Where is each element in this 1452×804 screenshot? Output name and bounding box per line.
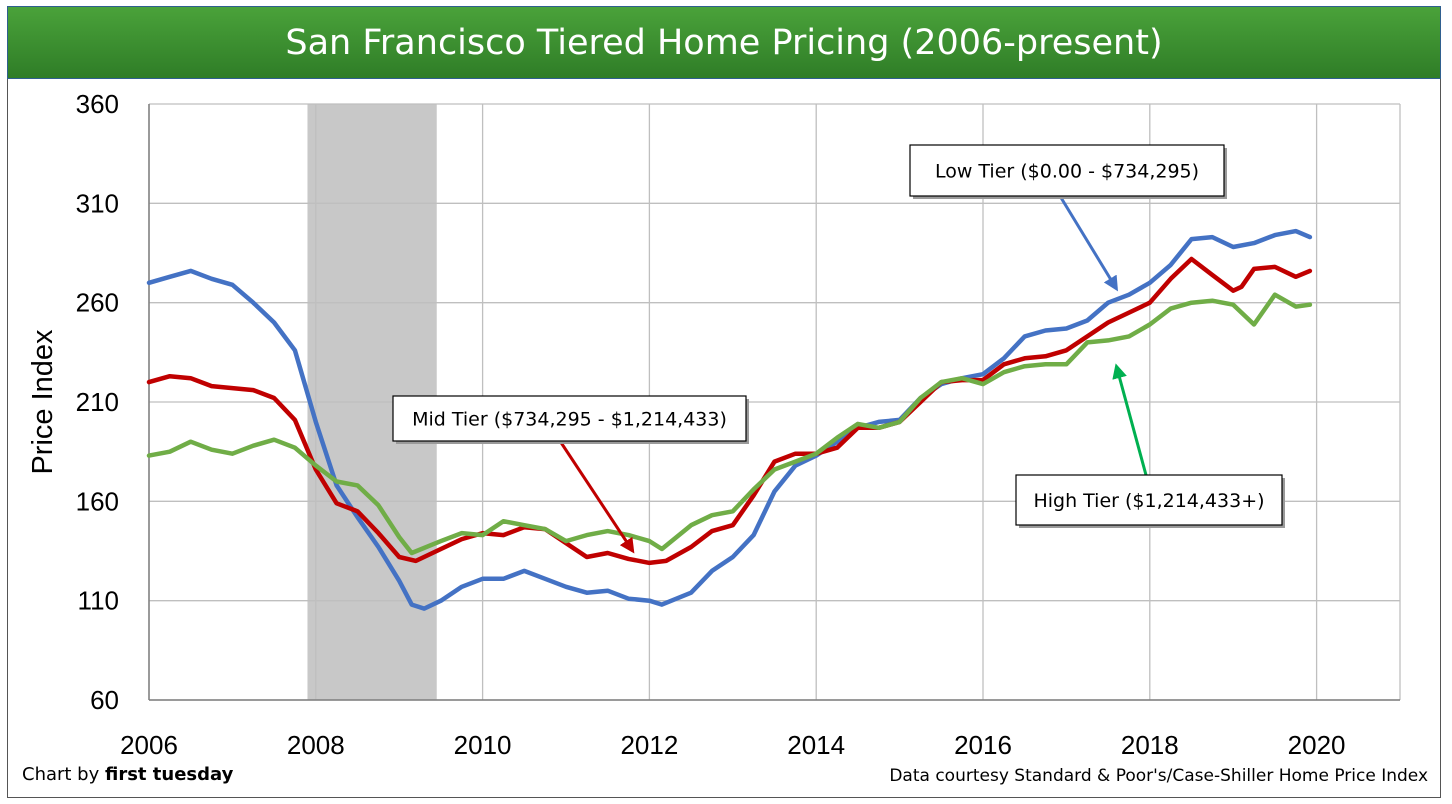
- x-tick-label: 2018: [1121, 730, 1179, 760]
- callout-arrow-mid-tier: [558, 440, 635, 554]
- callout-box-high-tier: [1015, 474, 1283, 526]
- y-tick-label: 260: [76, 288, 119, 318]
- y-tick-label: 110: [78, 586, 119, 616]
- series-line-high-tier: [146, 292, 1313, 556]
- x-tick-label: 2006: [120, 730, 178, 760]
- callout-label-low-tier: Low Tier ($0.00 - $734,295): [935, 161, 1199, 183]
- credit-prefix: Chart by: [22, 764, 105, 785]
- x-tick-label: 2014: [787, 730, 845, 760]
- x-tick-label: 2008: [287, 730, 345, 760]
- series-line-low-tier: [146, 228, 1313, 611]
- callout-box-mid-tier: [392, 395, 747, 442]
- callout-box-low-tier: [909, 144, 1225, 197]
- y-tick-label: 360: [76, 89, 119, 119]
- y-axis-title: Price Index: [27, 329, 59, 475]
- x-tick-label: 2020: [1288, 730, 1346, 760]
- data-source: Data courtesy Standard & Poor's/Case-Shi…: [889, 766, 1428, 786]
- callout-label-high-tier: High Tier ($1,214,433+): [1033, 490, 1264, 512]
- title-banner: San Francisco Tiered Home Pricing (2006-…: [7, 6, 1441, 79]
- chart-title: San Francisco Tiered Home Pricing (2006-…: [285, 22, 1163, 63]
- callout-arrow-high-tier: [1112, 363, 1148, 476]
- chart-credit: Chart by first tuesday: [22, 764, 233, 785]
- x-tick-label: 2010: [454, 730, 512, 760]
- x-tick-label: 2012: [620, 730, 678, 760]
- y-tick-label: 60: [90, 685, 119, 715]
- callout-arrow-low-tier: [1058, 195, 1118, 292]
- series-line-mid-tier: [146, 256, 1313, 566]
- y-tick-label: 160: [76, 486, 119, 516]
- credit-name: first tuesday: [105, 764, 234, 785]
- y-tick-label: 310: [76, 188, 119, 218]
- callout-label-mid-tier: Mid Tier ($734,295 - $1,214,433): [412, 409, 727, 431]
- x-tick-label: 2016: [954, 730, 1012, 760]
- y-tick-label: 210: [76, 387, 119, 417]
